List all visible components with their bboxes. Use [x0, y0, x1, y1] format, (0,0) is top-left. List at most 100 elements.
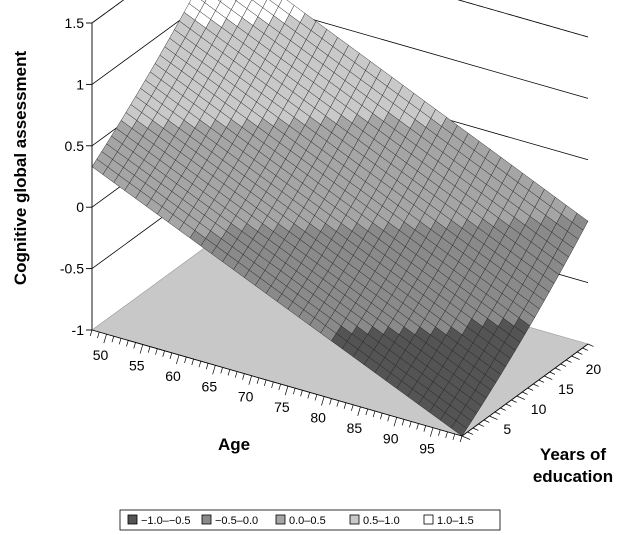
education-tick-mark — [500, 407, 506, 411]
education-tick-label: 15 — [558, 381, 574, 397]
age-tick-mark — [438, 429, 441, 436]
age-tick-label: 65 — [202, 378, 218, 394]
education-tick-mark — [494, 411, 501, 415]
age-tick-mark — [387, 415, 390, 422]
legend-swatch — [275, 514, 286, 525]
education-tick-mark — [472, 427, 479, 431]
z-tick-label: 0 — [76, 199, 84, 215]
z-gridline — [91, 0, 589, 99]
education-tick-mark — [516, 395, 526, 400]
education-tick-mark — [538, 379, 545, 383]
education-tick-mark — [527, 387, 534, 391]
education-tick-mark — [554, 367, 561, 371]
education-tick-mark — [571, 355, 580, 360]
legend-label: 1.0–1.5 — [437, 515, 474, 527]
age-tick-mark — [401, 419, 405, 426]
legend-swatch — [201, 514, 212, 525]
age-tick-mark — [256, 377, 260, 384]
age-tick-mark — [300, 390, 303, 397]
age-tick-mark — [429, 427, 434, 437]
education-tick-mark — [489, 415, 498, 420]
age-tick-mark — [169, 352, 173, 359]
age-tick-mark — [227, 369, 231, 376]
education-tick-label: 20 — [586, 361, 602, 377]
z-tick-label: -0.5 — [60, 261, 84, 277]
z-tick-label: -1 — [72, 322, 85, 338]
age-tick-mark — [284, 386, 289, 396]
age-tick-mark — [321, 396, 325, 406]
age-tick-mark — [118, 338, 122, 345]
legend: −1.0–−0.5 −0.5–0.0 0.0–0.5 0.5–1.0 1.0–1.5 — [119, 509, 501, 531]
age-tick-label: 80 — [310, 410, 326, 426]
education-tick-mark — [522, 391, 528, 395]
age-tick-mark — [314, 394, 318, 401]
age-axis-line — [91, 329, 463, 437]
education-tick-mark — [587, 343, 594, 347]
age-tick-mark — [372, 410, 376, 418]
age-tick-mark — [445, 431, 448, 438]
x-axis-title: Age — [218, 435, 250, 454]
education-tick-mark — [478, 423, 484, 427]
age-tick-mark — [234, 371, 238, 378]
age-tick-mark — [184, 356, 187, 364]
age-tick-mark — [198, 361, 202, 368]
age-tick-mark — [357, 406, 361, 417]
age-tick-mark — [205, 363, 209, 370]
surface-cell — [450, 420, 468, 437]
legend-label: 0.5–1.0 — [363, 515, 400, 527]
age-tick-mark — [452, 433, 456, 441]
age-tick-mark — [133, 342, 136, 349]
legend-swatch — [423, 514, 434, 525]
age-tick-mark — [139, 344, 144, 354]
age-tick-mark — [212, 365, 216, 375]
age-tick-label: 50 — [93, 347, 109, 363]
age-tick-label: 60 — [165, 368, 181, 384]
education-tick-mark — [467, 431, 474, 435]
age-tick-mark — [103, 334, 107, 344]
age-tick-mark — [155, 348, 158, 355]
age-tick-mark — [111, 336, 115, 343]
age-tick-mark — [459, 435, 463, 443]
age-tick-label: 55 — [129, 358, 145, 374]
age-tick-mark — [409, 421, 412, 428]
age-tick-mark — [89, 329, 93, 337]
age-tick-mark — [293, 388, 296, 395]
z-tick-label: 1.5 — [65, 15, 85, 31]
legend-label: 0.0–0.5 — [289, 515, 326, 527]
education-tick-label: 5 — [503, 421, 511, 437]
surface-mesh — [91, 0, 589, 437]
tick-labels: 1.5 1 0.5 0 -0.5 -1 50 55 60 65 70 75 80 85 90 95 5 10 15 2… — [60, 15, 601, 457]
age-tick-mark — [220, 367, 223, 374]
education-tick-mark — [582, 347, 589, 351]
z-tick-label: 0.5 — [65, 138, 85, 154]
age-tick-mark — [191, 358, 194, 366]
education-axis-line — [461, 343, 589, 437]
z-gridline — [91, 0, 589, 38]
y-axis-title-line2: education — [533, 467, 613, 486]
z-tick-label: 1 — [76, 76, 84, 92]
education-tick-mark — [533, 383, 539, 387]
age-tick-mark — [278, 383, 281, 391]
axes — [86, 22, 594, 443]
age-tick-mark — [97, 331, 100, 339]
age-tick-mark — [176, 354, 180, 365]
age-tick-mark — [351, 404, 354, 411]
legend-box — [119, 509, 501, 531]
legend-label: −1.0–−0.5 — [141, 515, 191, 527]
education-tick-mark — [560, 363, 567, 367]
age-tick-label: 75 — [274, 399, 290, 415]
education-tick-mark — [576, 351, 583, 355]
age-tick-mark — [307, 392, 310, 399]
age-tick-mark — [416, 423, 419, 430]
education-tick-mark — [544, 375, 553, 380]
age-tick-mark — [336, 400, 340, 407]
education-tick-mark — [565, 359, 572, 363]
education-tick-mark — [483, 419, 490, 423]
education-tick-mark — [461, 435, 471, 440]
age-tick-mark — [162, 350, 165, 357]
age-tick-mark — [380, 413, 383, 420]
age-tick-mark — [329, 398, 332, 405]
legend-swatch — [127, 514, 138, 525]
age-tick-mark — [263, 379, 267, 386]
